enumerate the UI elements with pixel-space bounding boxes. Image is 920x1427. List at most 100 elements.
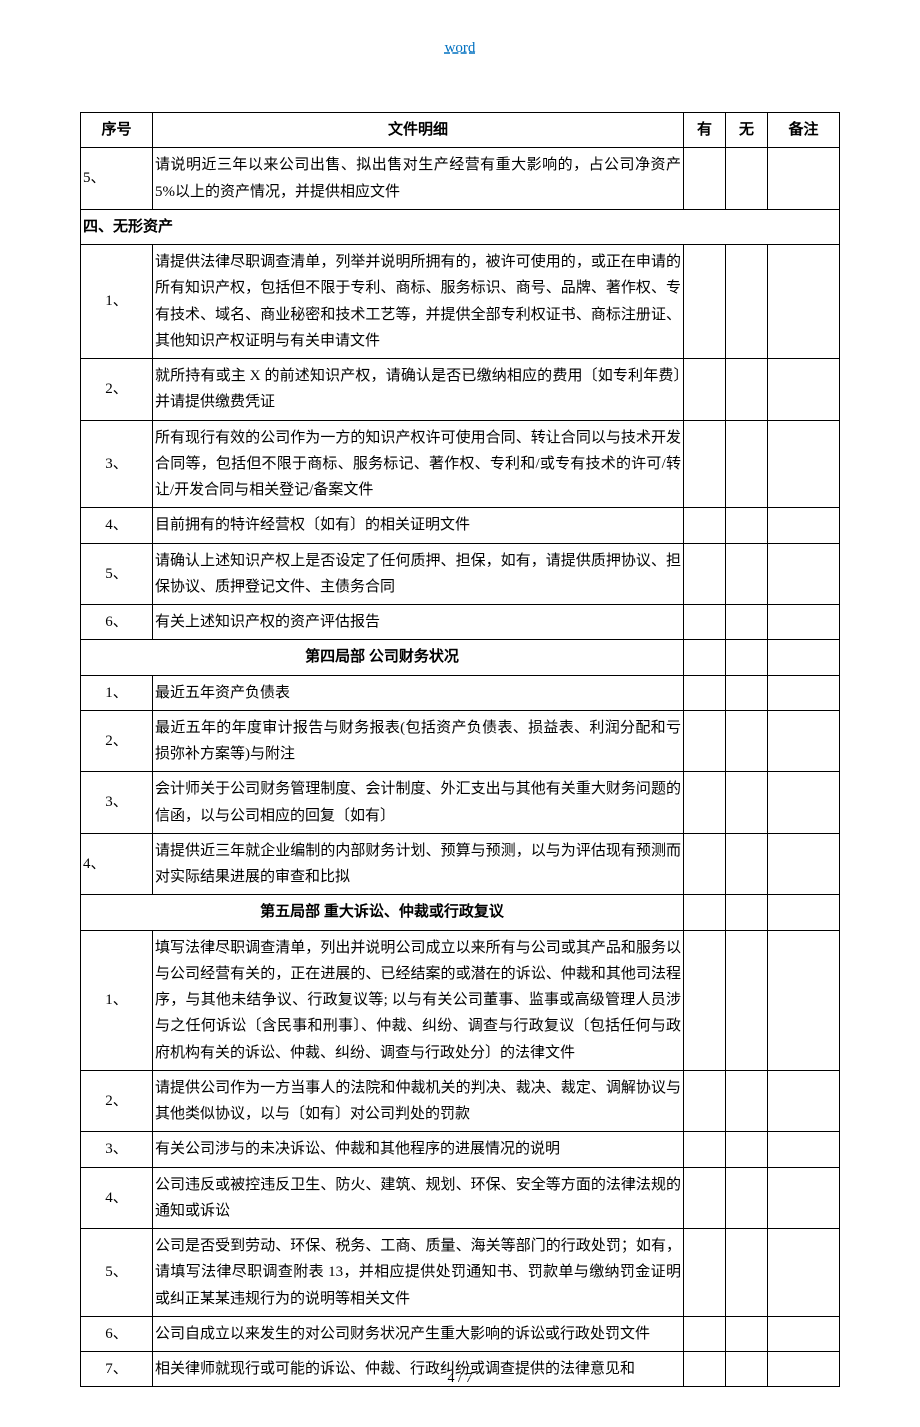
row-desc: 请提供公司作为一方当事人的法院和仲裁机关的判决、裁决、裁定、调解协议与其他类似协… <box>153 1070 684 1132</box>
row-yes <box>684 675 726 710</box>
row-remark <box>768 543 840 605</box>
row-desc: 有关上述知识产权的资产评估报告 <box>153 605 684 640</box>
table-row: 4、 请提供近三年就企业编制的内部财务计划、预算与预测，以与为评估现有预测而对实… <box>81 833 840 895</box>
row-no <box>726 833 768 895</box>
row-no <box>726 605 768 640</box>
row-remark <box>768 508 840 543</box>
row-no <box>726 640 768 675</box>
row-yes <box>684 1316 726 1351</box>
row-remark <box>768 245 840 359</box>
row-yes <box>684 359 726 421</box>
table-row: 5、 请确认上述知识产权上是否设定了任何质押、担保，如有，请提供质押协议、担保协… <box>81 543 840 605</box>
table-row: 1、 请提供法律尽职调查清单，列举并说明所拥有的，被许可使用的，或正在申请的所有… <box>81 245 840 359</box>
row-no: 6、 <box>81 1316 153 1351</box>
row-no <box>726 359 768 421</box>
row-remark <box>768 148 840 210</box>
row-yes <box>684 833 726 895</box>
row-desc: 有关公司涉与的未决诉讼、仲裁和其他程序的进展情况的说明 <box>153 1132 684 1167</box>
row-desc: 最近五年的年度审计报告与财务报表(包括资产负债表、损益表、利润分配和亏损弥补方案… <box>153 710 684 772</box>
row-desc: 就所持有或主 X 的前述知识产权，请确认是否已缴纳相应的费用〔如专利年费〕并请提… <box>153 359 684 421</box>
row-no <box>726 148 768 210</box>
row-yes <box>684 148 726 210</box>
row-desc: 请确认上述知识产权上是否设定了任何质押、担保，如有，请提供质押协议、担保协议、质… <box>153 543 684 605</box>
table-row: 5、 公司是否受到劳动、环保、税务、工商、质量、海关等部门的行政处罚；如有，请填… <box>81 1229 840 1317</box>
row-yes <box>684 605 726 640</box>
section-c-heading: 第五局部 重大诉讼、仲裁或行政复议 <box>81 895 684 930</box>
row-no <box>726 1167 768 1229</box>
row-no: 3、 <box>81 420 153 508</box>
row-remark <box>768 710 840 772</box>
col-header-yes: 有 <box>684 113 726 148</box>
table-row: 2、 请提供公司作为一方当事人的法院和仲裁机关的判决、裁决、裁定、调解协议与其他… <box>81 1070 840 1132</box>
row-no <box>726 508 768 543</box>
row-desc: 公司违反或被控违反卫生、防火、建筑、规划、环保、安全等方面的法律法规的通知或诉讼 <box>153 1167 684 1229</box>
col-header-remark: 备注 <box>768 113 840 148</box>
row-remark <box>768 833 840 895</box>
row-remark <box>768 1167 840 1229</box>
row-no <box>726 1132 768 1167</box>
row-yes <box>684 543 726 605</box>
col-header-desc: 文件明细 <box>153 113 684 148</box>
table-row: 3、 有关公司涉与的未决诉讼、仲裁和其他程序的进展情况的说明 <box>81 1132 840 1167</box>
row-no: 5、 <box>81 1229 153 1317</box>
table-row: 1、 填写法律尽职调查清单，列出并说明公司成立以来所有与公司或其产品和服务以与公… <box>81 930 840 1070</box>
row-desc: 请提供近三年就企业编制的内部财务计划、预算与预测，以与为评估现有预测而对实际结果… <box>153 833 684 895</box>
document-table: 序号 文件明细 有 无 备注 5、 请说明近三年以来公司出售、拟出售对生产经营有… <box>80 112 840 1387</box>
col-header-no: 序号 <box>81 113 153 148</box>
row-no <box>726 1229 768 1317</box>
table-row: 3、 所有现行有效的公司作为一方的知识产权许可使用合同、转让合同以与技术开发合同… <box>81 420 840 508</box>
row-yes <box>684 245 726 359</box>
row-yes <box>684 895 726 930</box>
table-row: 6、 有关上述知识产权的资产评估报告 <box>81 605 840 640</box>
row-no <box>726 675 768 710</box>
row-remark <box>768 675 840 710</box>
row-no: 5、 <box>81 543 153 605</box>
row-desc: 公司是否受到劳动、环保、税务、工商、质量、海关等部门的行政处罚；如有，请填写法律… <box>153 1229 684 1317</box>
row-yes <box>684 930 726 1070</box>
row-yes <box>684 710 726 772</box>
row-desc: 最近五年资产负债表 <box>153 675 684 710</box>
row-desc: 填写法律尽职调查清单，列出并说明公司成立以来所有与公司或其产品和服务以与公司经营… <box>153 930 684 1070</box>
row-remark <box>768 930 840 1070</box>
row-no <box>726 930 768 1070</box>
row-no: 6、 <box>81 605 153 640</box>
col-header-no: 无 <box>726 113 768 148</box>
section-heading-row: 四、无形资产 <box>81 209 840 244</box>
row-yes <box>684 640 726 675</box>
row-desc: 公司自成立以来发生的对公司财务状况产生重大影响的诉讼或行政处罚文件 <box>153 1316 684 1351</box>
section-b-heading: 第四局部 公司财务状况 <box>81 640 684 675</box>
row-no <box>726 245 768 359</box>
row-yes <box>684 1132 726 1167</box>
row-no: 3、 <box>81 1132 153 1167</box>
table-row: 4、 公司违反或被控违反卫生、防火、建筑、规划、环保、安全等方面的法律法规的通知… <box>81 1167 840 1229</box>
row-remark <box>768 420 840 508</box>
row-no: 1、 <box>81 245 153 359</box>
row-yes <box>684 1167 726 1229</box>
row-remark <box>768 640 840 675</box>
section-heading-row: 第五局部 重大诉讼、仲裁或行政复议 <box>81 895 840 930</box>
row-desc: 目前拥有的特许经营权〔如有〕的相关证明文件 <box>153 508 684 543</box>
table-row: 2、 最近五年的年度审计报告与财务报表(包括资产负债表、损益表、利润分配和亏损弥… <box>81 710 840 772</box>
row-desc: 会计师关于公司财务管理制度、会计制度、外汇支出与其他有关重大财务问题的信函，以与… <box>153 772 684 834</box>
row-no: 4、 <box>81 508 153 543</box>
table-row: 4、 目前拥有的特许经营权〔如有〕的相关证明文件 <box>81 508 840 543</box>
row-yes <box>684 420 726 508</box>
table-row: 5、 请说明近三年以来公司出售、拟出售对生产经营有重大影响的，占公司净资产 5%… <box>81 148 840 210</box>
section-heading-row: 第四局部 公司财务状况 <box>81 640 840 675</box>
row-remark <box>768 1229 840 1317</box>
page-header-link[interactable]: word <box>80 40 840 57</box>
row-desc: 所有现行有效的公司作为一方的知识产权许可使用合同、转让合同以与技术开发合同等，包… <box>153 420 684 508</box>
row-remark <box>768 605 840 640</box>
row-yes <box>684 772 726 834</box>
row-no <box>726 420 768 508</box>
row-no: 2、 <box>81 710 153 772</box>
row-no: 5、 <box>81 148 153 210</box>
row-no: 1、 <box>81 930 153 1070</box>
row-yes <box>684 1229 726 1317</box>
row-no <box>726 543 768 605</box>
row-no: 1、 <box>81 675 153 710</box>
row-no: 3、 <box>81 772 153 834</box>
row-remark <box>768 1070 840 1132</box>
row-no <box>726 895 768 930</box>
row-desc: 请提供法律尽职调查清单，列举并说明所拥有的，被许可使用的，或正在申请的所有知识产… <box>153 245 684 359</box>
